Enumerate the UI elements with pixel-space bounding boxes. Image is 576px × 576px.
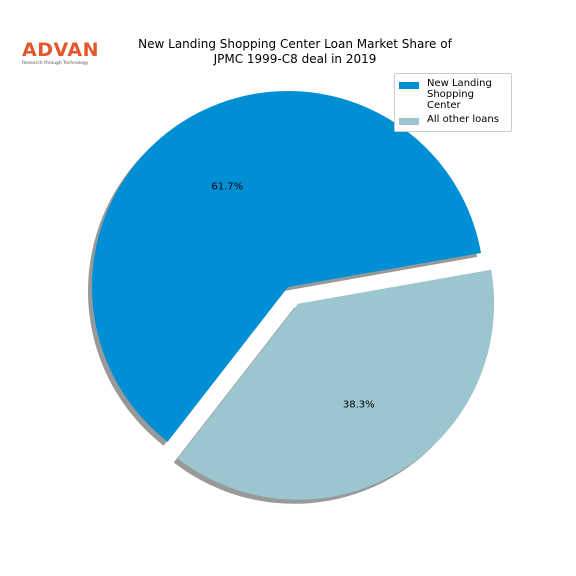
legend-label-new-landing-line-2: Shopping Center xyxy=(427,89,474,111)
logo-tagline: Research through Technology xyxy=(22,61,89,66)
advan-logo: ADVAN Research through Technology xyxy=(22,39,99,67)
chart-title-line-2: JPMC 1999-C8 deal in 2019 xyxy=(213,52,377,66)
logo-text: ADVAN xyxy=(22,39,99,61)
legend-entry-all-other-loans: All other loans xyxy=(399,114,507,125)
legend: New Landing Shopping Center All other lo… xyxy=(394,73,512,132)
pie-slice-all-other-loans xyxy=(177,269,495,500)
legend-label-new-landing-line-1: New Landing xyxy=(427,78,492,89)
pie-label-new-landing-shopping-center: 61.7% xyxy=(211,181,243,192)
pie-slice-new-landing-shopping-center xyxy=(91,90,482,442)
legend-label-all-other-loans: All other loans xyxy=(427,114,499,125)
legend-swatch-new-landing xyxy=(399,82,419,89)
legend-entry-new-landing: New Landing Shopping Center xyxy=(399,78,507,111)
legend-swatch-all-other-loans xyxy=(399,118,419,125)
chart-title-line-1: New Landing Shopping Center Loan Market … xyxy=(138,37,452,51)
pie-label-all-other-loans: 38.3% xyxy=(343,400,375,411)
